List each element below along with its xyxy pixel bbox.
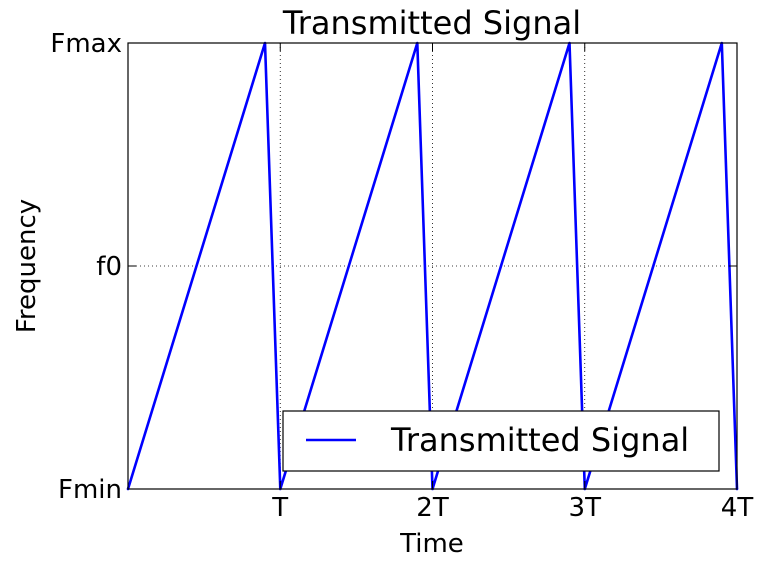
y-tick-label: f0 [96,252,122,282]
y-axis-label: Frequency [12,199,42,333]
x-tick-label: T [271,493,288,523]
x-tick-label: 2T [416,493,449,523]
legend: Transmitted Signal [282,410,720,472]
x-axis-label: Time [399,529,464,559]
legend-label: Transmitted Signal [390,421,689,459]
x-tick-label: 3T [569,493,602,523]
x-tick-label: 4T [721,493,754,523]
chart-title: Transmitted Signal [282,4,581,42]
y-tick-label: Fmax [50,29,122,59]
ticks: T 2T 3T 4T Fmin f0 Fmax [50,29,753,523]
y-tick-label: Fmin [58,475,122,505]
